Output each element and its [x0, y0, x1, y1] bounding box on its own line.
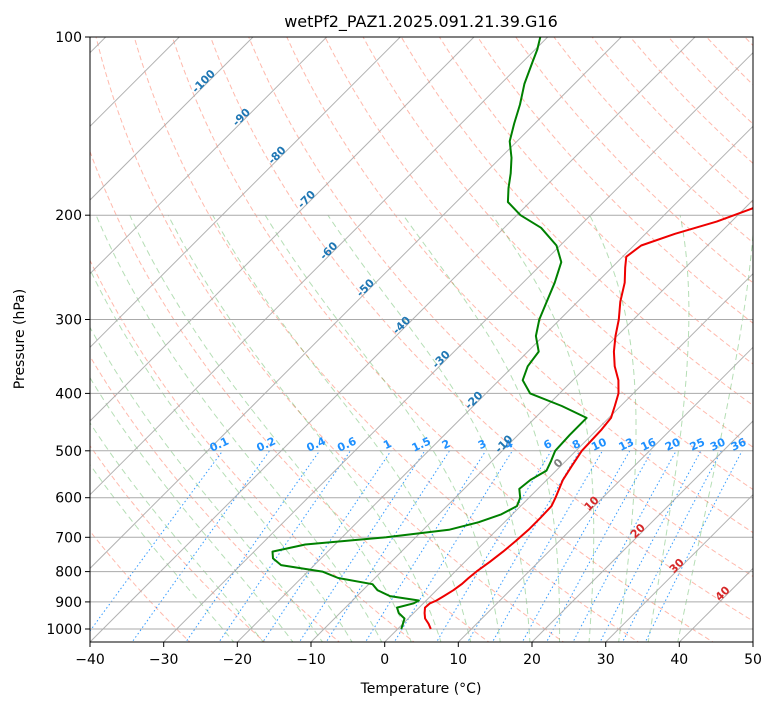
mixing-ratio-line [622, 450, 722, 642]
x-tick-label: 10 [449, 652, 467, 668]
mixing-ratio-line [325, 450, 451, 642]
dry-adiabat [362, 37, 753, 448]
moist-adiabat [90, 268, 353, 642]
mixing-ratio-line [185, 450, 321, 642]
y-tick-label: 500 [55, 444, 82, 460]
mixing-ratio-label: 20 [663, 435, 683, 453]
mixing-ratio-line [467, 450, 581, 642]
moist-adiabat [491, 214, 595, 642]
dry-adiabat [90, 150, 490, 642]
moist-adiabat [677, 228, 753, 642]
mixing-ratio-label: 10 [589, 435, 609, 453]
moist-adiabat [589, 214, 637, 642]
mixing-ratio-label: 36 [729, 435, 749, 453]
y-tick-label: 900 [55, 595, 82, 611]
mixing-ratio-line [218, 450, 351, 642]
dry-adiabat [286, 37, 753, 534]
y-axis-label: Pressure (hPa) [12, 289, 28, 389]
mixing-ratio-line [90, 450, 224, 632]
dry-adiabat [248, 37, 753, 578]
moist-adiabat [95, 215, 383, 642]
mixing-ratio-label: 25 [688, 436, 707, 454]
mixing-ratio-line [393, 450, 513, 642]
moist-adiabat [402, 214, 561, 642]
moist-adiabat [90, 376, 294, 642]
mixing-ratio-line [262, 450, 392, 642]
mixing-ratio-label: 30 [708, 435, 728, 453]
y-tick-label: 100 [55, 30, 82, 46]
moist-adiabat [90, 422, 264, 642]
x-axis: −40 −30 −20 −10 0 10 20 30 40 50 [75, 642, 762, 668]
y-tick-label: 400 [55, 386, 82, 402]
dry-adiabat [171, 37, 714, 642]
x-tick-label: 30 [597, 652, 615, 668]
x-tick-label: 20 [523, 652, 541, 668]
y-tick-label: 1000 [46, 622, 82, 638]
moist-adiabat [129, 214, 412, 642]
isotherm-line [310, 199, 753, 642]
mixing-ratio-label: 16 [639, 435, 659, 453]
isotherm-line [604, 493, 753, 642]
mixing-ratio-line [298, 450, 426, 642]
moist-adiabat [264, 214, 501, 642]
x-tick-label: 40 [670, 652, 688, 668]
isotherm-line [90, 37, 475, 422]
y-tick-label: 200 [55, 208, 82, 224]
skewed-isotherms [90, 37, 753, 642]
plot-frame [89, 36, 754, 643]
dry-adiabat [324, 37, 753, 491]
isotherm-line [90, 37, 696, 642]
dewpoint-line [271, 37, 588, 630]
pressure-gridlines [90, 37, 753, 630]
plot-area: 0.1 0.2 0.4 0.6 1 1.5 2 3 4 6 8 10 13 16 20 25 30 36-100-… [90, 37, 753, 642]
y-tick-label: 700 [55, 530, 82, 546]
moist-adiabat [212, 214, 472, 642]
mixing-ratio-label: 13 [617, 436, 636, 454]
isotherm-line [457, 346, 753, 642]
dry-adiabat [438, 37, 753, 365]
mixing-ratio-line [599, 450, 702, 642]
mixing-ratio-lines [90, 450, 743, 642]
mixing-ratio-line [131, 450, 271, 642]
x-tick-label: −40 [75, 652, 105, 668]
moist-adiabats [90, 214, 753, 642]
isotherm-line [90, 37, 402, 349]
x-tick-label: −30 [149, 652, 179, 668]
moist-adiabat [90, 463, 235, 642]
isotherm-line [90, 37, 623, 570]
x-tick-label: −10 [296, 652, 326, 668]
y-axis: 100 200 300 400 500 600 700 800 900 1000 [46, 30, 90, 638]
y-tick-label: 600 [55, 491, 82, 507]
x-axis-label: Temperature (°C) [360, 681, 482, 697]
isotherm-line [90, 37, 328, 275]
isotherm-line [162, 51, 753, 642]
x-tick-label: 50 [744, 652, 762, 668]
y-tick-label: 800 [55, 565, 82, 581]
mixing-ratio-line [364, 450, 487, 642]
isotherm-line [383, 272, 753, 642]
temperature-line [423, 206, 753, 630]
y-tick-label: 300 [55, 313, 82, 329]
mixing-ratio-line [572, 450, 677, 642]
profile-lines [271, 37, 753, 630]
moist-adiabat [647, 215, 690, 642]
moist-adiabat [167, 214, 442, 642]
isotherm-line [90, 37, 254, 201]
x-tick-label: 0 [380, 652, 389, 668]
chart-title: wetPf2_PAZ1.2025.091.21.39.G16 [284, 12, 558, 32]
isotherm-line [90, 37, 549, 496]
moist-adiabat [90, 326, 323, 642]
x-tick-label: −20 [223, 652, 253, 668]
isotherm-line [531, 420, 753, 642]
